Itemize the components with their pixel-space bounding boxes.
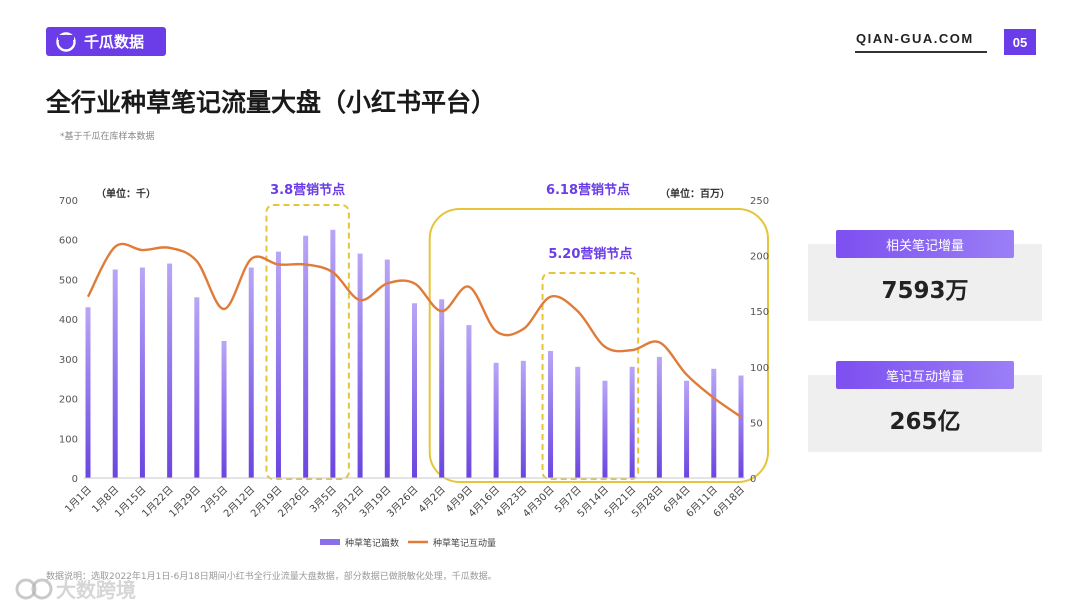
bar-6月18日 [738, 375, 744, 478]
bar-1月1日 [85, 307, 91, 478]
legend-label-line: 种草笔记互动量 [433, 537, 496, 549]
bar-1月15日 [139, 267, 145, 478]
right-tick-label: 250 [750, 196, 769, 207]
zone-label-5-20: 5.20营销节点 [548, 246, 632, 262]
right-axis-unit: （单位：百万） [660, 187, 730, 200]
footer-watermark: 大数跨境 [14, 574, 136, 603]
bar-5月14日 [602, 380, 608, 478]
bar-1月8日 [112, 269, 118, 478]
zone-label-3-8: 3.8营销节点 [270, 182, 345, 198]
bar-4月16日 [493, 362, 499, 478]
page-title: 全行业种草笔记流量大盘（小红书平台） [46, 88, 497, 117]
bar-1月29日 [194, 297, 200, 478]
zone-5-20 [541, 272, 640, 480]
bar-4月2日 [439, 299, 445, 478]
page-number: 05 [1004, 29, 1036, 55]
bar-5月21日 [629, 366, 635, 478]
bar-2月19日 [275, 251, 281, 478]
source-note: 数据说明：选取2022年1月1日-6月18日期间小红书全行业流量大盘数据，部分数… [46, 572, 497, 582]
bar-2月12日 [248, 267, 254, 478]
bar-5月28日 [656, 356, 662, 478]
right-tick-label: 200 [750, 252, 769, 263]
bar-3月26日 [412, 303, 417, 478]
right-tick-label: 0 [750, 474, 756, 485]
bar-3月12日 [357, 253, 363, 478]
stat-label-notes: 相关笔记增量 [836, 230, 1014, 258]
left-tick-label: 100 [59, 434, 78, 445]
x-tick-label: 1月1日 [62, 484, 94, 516]
left-tick-label: 500 [59, 275, 78, 286]
brand-logo: 千瓜数据 [46, 27, 166, 56]
bar-6月4日 [684, 380, 690, 478]
watermark-logo-icon [15, 578, 53, 599]
bar-6月11日 [711, 368, 717, 478]
sample-note: *基于千瓜在库样本数据 [60, 132, 155, 142]
left-tick-label: 700 [59, 196, 78, 207]
right-tick-label: 100 [750, 363, 769, 374]
left-tick-label: 600 [59, 236, 78, 247]
bar-4月23日 [520, 360, 526, 478]
right-tick-label: 50 [750, 418, 763, 429]
stat-value-notes: 7593万 [881, 278, 969, 304]
bar-2月26日 [303, 235, 309, 478]
brand-name: 千瓜数据 [84, 33, 145, 51]
left-tick-label: 400 [59, 315, 78, 326]
stat-label-interaction: 笔记互动增量 [836, 361, 1014, 389]
x-tick-label: 4月2日 [416, 484, 448, 516]
footer-brand-text: 大数跨境 [56, 578, 136, 602]
bar-3月19日 [384, 259, 390, 478]
left-tick-label: 300 [59, 355, 78, 366]
legend-swatch-bars [320, 539, 340, 545]
zone-label-6-18: 6.18营销节点 [546, 182, 630, 198]
site-url: QIAN-GUA.COM [856, 31, 974, 46]
bar-4月30日 [548, 350, 554, 478]
zone-3-8 [265, 204, 350, 480]
bar-5月7日 [575, 366, 581, 478]
left-axis-unit: （单位：千） [96, 187, 156, 200]
bar-1月22日 [167, 263, 173, 478]
brand-logo-icon [56, 31, 76, 52]
zone-6-18 [428, 208, 769, 483]
site-underline [855, 51, 987, 53]
left-tick-label: 0 [72, 474, 78, 485]
bar-4月9日 [466, 325, 472, 478]
interaction-line [86, 242, 742, 418]
bar-2月5日 [221, 340, 227, 478]
bar-3月5日 [330, 229, 336, 478]
left-tick-label: 200 [59, 395, 78, 406]
stat-value-interaction: 265亿 [889, 409, 961, 435]
legend-label-bars: 种草笔记篇数 [345, 537, 399, 549]
right-tick-label: 150 [750, 307, 769, 318]
